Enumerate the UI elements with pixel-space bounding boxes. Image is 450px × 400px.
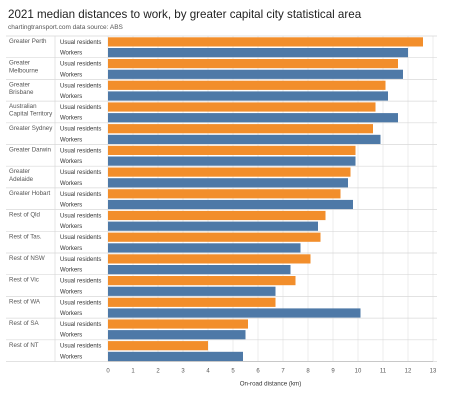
bar-usual-residents bbox=[108, 297, 276, 307]
chart-subtitle: chartingtransport.com data source: ABS bbox=[8, 24, 123, 31]
measure-label: Usual residents bbox=[60, 105, 101, 111]
x-tick-label: 5 bbox=[231, 369, 235, 375]
x-tick-label: 1 bbox=[131, 369, 135, 375]
bar-usual-residents bbox=[108, 102, 376, 112]
bar-workers bbox=[108, 308, 361, 318]
category-label: Greater Sydney bbox=[9, 125, 53, 132]
chart-title: 2021 median distances to work, by greate… bbox=[8, 8, 362, 21]
bar-workers bbox=[108, 330, 246, 340]
measure-label: Workers bbox=[60, 311, 82, 317]
x-tick-label: 13 bbox=[430, 369, 437, 375]
measure-label: Usual residents bbox=[60, 170, 101, 176]
category-label: Rest of Qld bbox=[9, 212, 41, 219]
category-label: Greater Brisbane bbox=[9, 81, 34, 96]
category-label: Australian Capital Territory bbox=[9, 103, 53, 118]
bar-workers bbox=[108, 178, 348, 188]
measure-label: Usual residents bbox=[60, 279, 101, 285]
measure-label: Usual residents bbox=[60, 257, 101, 263]
bar-usual-residents bbox=[108, 167, 351, 177]
measure-label: Workers bbox=[60, 203, 82, 209]
measure-label: Workers bbox=[60, 116, 82, 122]
x-axis-title: On-road distance (km) bbox=[240, 381, 302, 388]
bars bbox=[108, 37, 423, 361]
measure-label: Usual residents bbox=[60, 192, 101, 198]
category-label: Rest of NSW bbox=[9, 255, 45, 262]
bar-usual-residents bbox=[108, 124, 373, 134]
bar-workers bbox=[108, 134, 381, 144]
category-label: Rest of NT bbox=[9, 342, 39, 349]
measure-label: Workers bbox=[60, 289, 82, 295]
category-label: Rest of SA bbox=[9, 320, 39, 327]
bar-usual-residents bbox=[108, 254, 311, 264]
category-label: Rest of Vic bbox=[9, 277, 39, 284]
bar-workers bbox=[108, 156, 356, 166]
bar-workers bbox=[108, 69, 403, 79]
measure-label: Usual residents bbox=[60, 127, 101, 133]
measure-label: Usual residents bbox=[60, 40, 101, 46]
x-axis: 0 1 2 3 4 5 6 7 8 9 10 11 12 13 bbox=[106, 361, 437, 375]
category-labels: Greater Perth Greater Melbourne Greater Bris… bbox=[9, 38, 53, 349]
measure-labels: Usual residents Workers Usual residents Wor… bbox=[60, 40, 101, 360]
measure-label: Workers bbox=[60, 94, 82, 100]
bar-workers bbox=[108, 351, 243, 361]
x-tick-label: 10 bbox=[355, 369, 362, 375]
category-label: Greater Adelaide bbox=[9, 168, 34, 183]
measure-label: Usual residents bbox=[60, 62, 101, 68]
bar-usual-residents bbox=[108, 210, 326, 221]
measure-label: Usual residents bbox=[60, 235, 101, 241]
measure-label: Workers bbox=[60, 246, 82, 252]
category-label: Greater Melbourne bbox=[9, 60, 39, 75]
category-label: Greater Hobart bbox=[9, 190, 51, 197]
bar-usual-residents bbox=[108, 189, 341, 199]
measure-label: Usual residents bbox=[60, 148, 101, 154]
bar-workers bbox=[108, 113, 398, 123]
measure-label: Usual residents bbox=[60, 214, 101, 220]
measure-label: Workers bbox=[60, 72, 82, 78]
measure-label: Workers bbox=[60, 224, 82, 230]
measure-label: Workers bbox=[60, 333, 82, 339]
bar-usual-residents bbox=[108, 232, 321, 242]
bar-usual-residents bbox=[108, 276, 296, 286]
x-tick-label: 8 bbox=[306, 369, 310, 375]
x-tick-label: 12 bbox=[405, 369, 412, 375]
measure-label: Usual residents bbox=[60, 344, 101, 350]
bar-workers bbox=[108, 199, 353, 210]
bar-workers bbox=[108, 286, 276, 296]
measure-label: Workers bbox=[60, 159, 82, 165]
measure-label: Workers bbox=[60, 354, 82, 360]
measure-label: Workers bbox=[60, 268, 82, 274]
category-label: Greater Perth bbox=[9, 38, 47, 45]
bar-usual-residents bbox=[108, 341, 208, 351]
measure-label: Usual residents bbox=[60, 322, 101, 328]
x-tick-label: 7 bbox=[281, 369, 285, 375]
measure-label: Workers bbox=[60, 181, 82, 187]
measure-label: Workers bbox=[60, 51, 82, 57]
bar-workers bbox=[108, 265, 291, 275]
measure-label: Usual residents bbox=[60, 300, 101, 306]
x-tick-label: 2 bbox=[156, 369, 160, 375]
measure-label: Usual residents bbox=[60, 83, 101, 89]
bar-workers bbox=[108, 243, 301, 253]
category-label: Greater Darwin bbox=[9, 147, 52, 154]
x-tick-label: 0 bbox=[106, 369, 110, 375]
bar-usual-residents bbox=[108, 145, 356, 155]
grid-lines bbox=[107, 36, 434, 362]
category-label: Rest of Tas. bbox=[9, 233, 42, 240]
x-tick-label: 4 bbox=[206, 369, 210, 375]
bar-workers bbox=[108, 48, 408, 58]
bar-usual-residents bbox=[108, 319, 248, 329]
x-tick-label: 9 bbox=[331, 369, 335, 375]
x-tick-label: 3 bbox=[181, 369, 185, 375]
bar-workers bbox=[108, 221, 318, 231]
x-tick-label: 6 bbox=[256, 369, 260, 375]
bar-usual-residents bbox=[108, 80, 386, 90]
bar-usual-residents bbox=[108, 37, 423, 47]
category-label: Rest of WA bbox=[9, 298, 41, 305]
row-dividers bbox=[6, 35, 437, 362]
bar-workers bbox=[108, 91, 388, 101]
measure-label: Workers bbox=[60, 137, 82, 143]
x-tick-label: 11 bbox=[380, 369, 387, 375]
bar-usual-residents bbox=[108, 59, 398, 69]
